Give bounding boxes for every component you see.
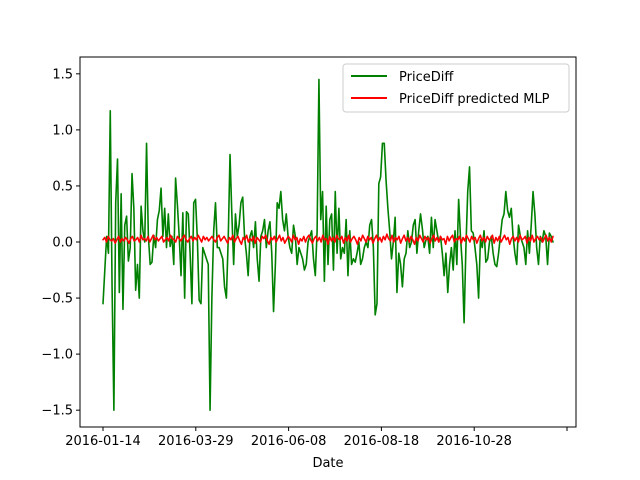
x-tick-label: 2016-06-08 bbox=[251, 434, 327, 449]
y-tick-label: −1.5 bbox=[41, 404, 73, 419]
x-tick-label: 2016-10-28 bbox=[436, 434, 512, 449]
y-axis: −1.5 −1.0 −0.5 0.0 0.5 1.0 1.5 bbox=[41, 67, 80, 419]
x-axis-title: Date bbox=[312, 456, 343, 471]
x-axis: 2016-01-14 2016-03-29 2016-06-08 2016-08-18… bbox=[65, 427, 568, 449]
legend-box bbox=[342, 63, 570, 113]
y-tick-label: −0.5 bbox=[41, 292, 73, 307]
x-tick-label: 2016-03-29 bbox=[158, 434, 234, 449]
legend-label-predicted: PriceDiff predicted MLP bbox=[399, 92, 550, 107]
x-tick-label: 2016-01-14 bbox=[65, 434, 141, 449]
series-layer bbox=[102, 78, 554, 411]
series-line-pricediff-predicted-mlp bbox=[102, 233, 554, 246]
legend: PriceDiff PriceDiff predicted MLP bbox=[342, 63, 570, 113]
y-tick-label: −1.0 bbox=[41, 348, 73, 363]
y-tick-label: 1.0 bbox=[52, 123, 73, 138]
y-tick-label: 0.5 bbox=[52, 179, 73, 194]
y-tick-label: 0.0 bbox=[52, 236, 73, 251]
x-tick-label: 2016-08-18 bbox=[344, 434, 420, 449]
y-tick-label: 1.5 bbox=[52, 67, 73, 82]
series-line-pricediff bbox=[102, 78, 554, 411]
legend-label-pricediff: PriceDiff bbox=[399, 70, 454, 85]
